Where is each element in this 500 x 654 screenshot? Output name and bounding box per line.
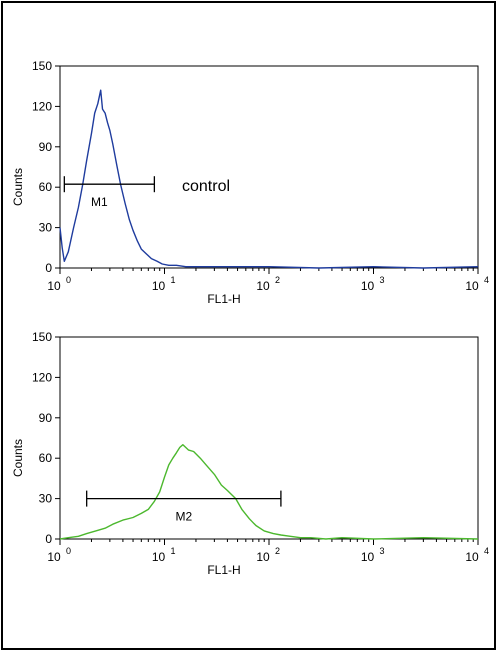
plot-area	[59, 336, 479, 540]
x-tick-label: 10	[152, 279, 166, 293]
y-tick-label: 0	[45, 261, 52, 275]
chart-panel-2: 0 30 60 90 120 150 10 0 10 1 10 2 10 3 10 4 FL1-H Counts M…	[11, 330, 489, 577]
histogram-series-line	[59, 444, 479, 540]
x-tick-exponent: 4	[484, 546, 489, 556]
y-tick-label: 30	[39, 492, 53, 506]
marker-label: M2	[175, 510, 192, 524]
y-tick-label: 0	[45, 532, 52, 546]
marker-label: M1	[91, 195, 108, 209]
y-tick-label: 120	[32, 99, 52, 113]
y-tick-label: 150	[32, 59, 52, 73]
x-tick-label: 10	[152, 550, 166, 564]
y-tick-label: 60	[39, 451, 53, 465]
y-tick-label: 60	[39, 180, 53, 194]
plot-area	[59, 65, 479, 269]
x-tick-exponent: 2	[275, 546, 280, 556]
chart-panel-1: 0 30 60 90 120 150 10 0 10 1 10 2 10 3 10 4 FL1-H Counts M…	[11, 59, 489, 306]
x-tick-label: 10	[256, 550, 270, 564]
control-annotation: control	[182, 178, 230, 195]
y-tick-label: 90	[39, 140, 53, 154]
y-tick-label: 120	[32, 370, 52, 384]
histogram-series-line	[59, 89, 479, 269]
x-tick-exponent: 2	[275, 275, 280, 285]
y-tick-label: 150	[32, 330, 52, 344]
y-axis-title: Counts	[11, 439, 25, 477]
x-axis-title: FL1-H	[207, 292, 240, 306]
x-axis-title: FL1-H	[207, 563, 240, 577]
x-tick-label: 10	[361, 550, 375, 564]
x-tick-exponent: 3	[380, 275, 385, 285]
x-tick-label: 10	[465, 279, 479, 293]
x-tick-exponent: 1	[171, 546, 176, 556]
x-tick-label: 10	[361, 279, 375, 293]
x-tick-exponent: 4	[484, 275, 489, 285]
x-tick-label: 10	[256, 279, 270, 293]
x-tick-exponent: 0	[66, 546, 71, 556]
x-tick-label: 10	[47, 279, 61, 293]
x-tick-label: 10	[465, 550, 479, 564]
y-tick-label: 30	[39, 221, 53, 235]
y-tick-label: 90	[39, 411, 53, 425]
x-tick-label: 10	[47, 550, 61, 564]
x-tick-exponent: 3	[380, 546, 385, 556]
x-tick-exponent: 0	[66, 275, 71, 285]
y-axis-title: Counts	[11, 168, 25, 206]
x-tick-exponent: 1	[171, 275, 176, 285]
